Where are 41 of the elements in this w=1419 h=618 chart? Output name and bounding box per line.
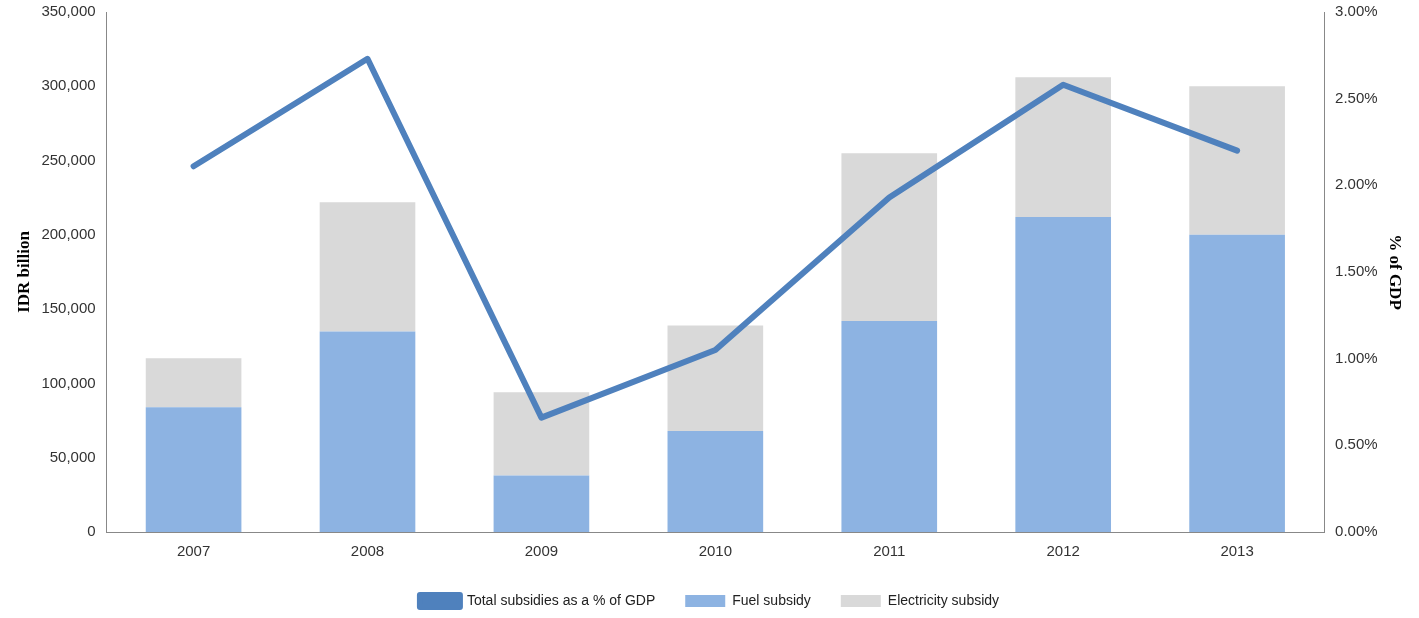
y-tick-label: 250,000	[41, 150, 96, 168]
y2-tick-label: 0.50%	[1335, 435, 1378, 453]
y-axis-title: IDR billion	[13, 230, 33, 313]
bar	[667, 430, 764, 532]
y-tick-label: 0	[87, 522, 96, 540]
bar	[1015, 77, 1112, 218]
bar	[145, 358, 242, 408]
y2-tick-label: 1.00%	[1335, 348, 1378, 366]
y-tick-label: 300,000	[41, 76, 96, 94]
x-tick-label: 2010	[698, 542, 733, 560]
y-tick-label: 50,000	[49, 447, 96, 465]
y2-tick-label: 1.50%	[1335, 262, 1378, 280]
y-tick-label: 350,000	[41, 2, 96, 20]
x-tick-label: 2007	[176, 542, 211, 560]
y2-tick-label: 0.00%	[1335, 522, 1378, 540]
y-tick-label: 150,000	[41, 299, 96, 317]
bar	[493, 392, 590, 476]
x-tick-label: 2011	[873, 542, 906, 560]
bar	[1189, 234, 1285, 532]
bar	[319, 331, 416, 532]
y2-tick-label: 2.00%	[1335, 175, 1378, 193]
x-tick-label: 2013	[1220, 542, 1254, 560]
bar	[319, 202, 416, 332]
y-tick-label: 200,000	[41, 225, 96, 242]
legend-label: Total subsidies as a % of GDP	[466, 591, 656, 608]
y2-tick-label: 3.00%	[1335, 2, 1378, 20]
legend-label: Electricity subsidy	[887, 591, 1000, 608]
x-tick-label: 2009	[524, 542, 559, 560]
x-tick-label: 2008	[350, 542, 385, 560]
y-tick-label: 100,000	[41, 373, 96, 391]
y2-axis-title: % of GDP	[1386, 234, 1406, 310]
x-tick-label: 2012	[1046, 542, 1080, 560]
bar	[145, 407, 242, 532]
bar	[493, 475, 590, 532]
bar	[1189, 86, 1285, 235]
bar	[841, 321, 938, 532]
bar	[1015, 217, 1112, 532]
y2-tick-label: 2.50%	[1335, 88, 1378, 106]
bar	[667, 325, 764, 431]
legend-label: Fuel subsidy	[732, 591, 811, 608]
bar	[841, 153, 938, 322]
